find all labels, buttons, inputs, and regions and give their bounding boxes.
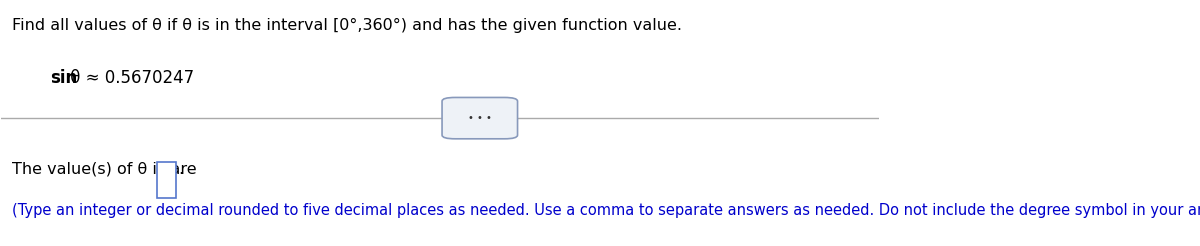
Text: θ ≈ 0.5670247: θ ≈ 0.5670247: [65, 69, 193, 88]
Text: sin: sin: [49, 69, 77, 88]
FancyBboxPatch shape: [442, 97, 517, 139]
Text: The value(s) of θ is/are: The value(s) of θ is/are: [12, 162, 197, 177]
Text: (Type an integer or decimal rounded to five decimal places as needed. Use a comm: (Type an integer or decimal rounded to f…: [12, 203, 1200, 218]
Text: .: .: [178, 162, 182, 177]
FancyBboxPatch shape: [157, 162, 176, 198]
Text: Find all values of θ if θ is in the interval [0°,360°) and has the given functio: Find all values of θ if θ is in the inte…: [12, 18, 682, 33]
Text: • • •: • • •: [468, 113, 492, 123]
